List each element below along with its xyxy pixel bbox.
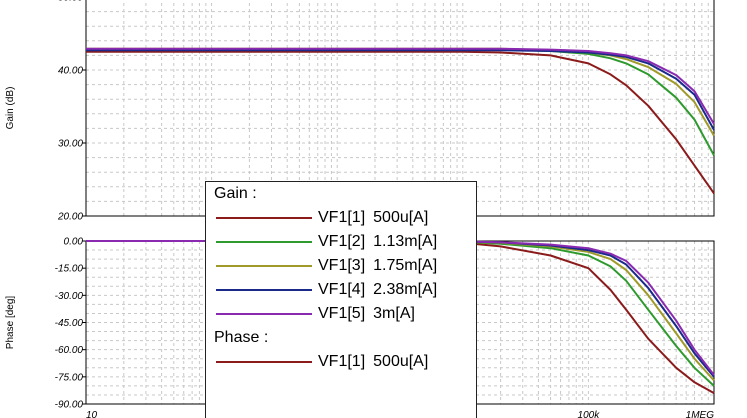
y-tick-label: -75.00 <box>55 372 84 383</box>
gain-series-line-4 <box>86 49 715 131</box>
y-tick-label: 30.00 <box>58 139 83 150</box>
gain-panel: 20.00 30.00 40.00 50.00 Gain (dB) <box>5 0 715 223</box>
y-tick-label: 20.00 <box>57 212 83 223</box>
legend-series-name: VF1[1] <box>318 353 366 370</box>
legend-series-name: VF1[4] <box>318 281 366 298</box>
legend-swatch <box>216 217 312 219</box>
legend-series-value: 500u[A] <box>373 353 429 370</box>
gain-series-line-1 <box>86 50 715 194</box>
legend-swatch <box>216 265 312 267</box>
y-tick-label: -90.00 <box>55 400 84 411</box>
y-tick-label: -45.00 <box>55 318 84 329</box>
phase-legend-item: VF1[1] 500u[A] <box>206 350 476 374</box>
legend-swatch <box>216 289 312 291</box>
y-tick-label: -30.00 <box>55 291 84 302</box>
legend-series-name: VF1[1] <box>318 209 366 226</box>
y-tick-label: -60.00 <box>55 345 84 356</box>
legend-series-name: VF1[5] <box>318 305 366 322</box>
y-tick-label: 40.00 <box>58 66 83 77</box>
legend-series-value: 1.75m[A] <box>373 257 438 274</box>
gain-legend-item: VF1[5] 3m[A] <box>206 302 476 326</box>
legend-series-name: VF1[3] <box>318 257 366 274</box>
y-tick-label: 50.00 <box>58 0 83 4</box>
x-tick-label: 10 <box>86 410 98 418</box>
y-tick-label: 0.00 <box>64 237 84 248</box>
y-tick-label: -15.00 <box>55 264 84 275</box>
legend-series-value: 500u[A] <box>373 209 429 226</box>
legend-swatch <box>216 241 312 243</box>
gain-legend-item: VF1[3] 1.75m[A] <box>206 254 476 278</box>
x-tick-label: 1MEG <box>686 410 715 418</box>
gain-series-line-2 <box>86 48 715 156</box>
legend-phase-heading: Phase : <box>214 329 269 346</box>
y-axis-title: Phase [deg] <box>5 296 16 350</box>
legend-gain-items: VF1[1] 500u[A] VF1[2] 1.13m[A] VF1[3] 1.75m[A… <box>206 206 476 326</box>
legend: Gain : VF1[1] 500u[A] VF1[2] 1.13m[A] VF1[3]… <box>205 181 477 418</box>
gain-legend-item: VF1[1] 500u[A] <box>206 206 476 230</box>
legend-swatch <box>216 361 312 363</box>
gain-series-line-5 <box>86 47 715 125</box>
x-tick-label: 100k <box>578 410 601 418</box>
legend-series-value: 3m[A] <box>373 305 415 322</box>
legend-series-name: VF1[2] <box>318 233 366 250</box>
y-axis-title: Gain (dB) <box>5 87 16 130</box>
legend-gain-heading: Gain : <box>214 185 257 202</box>
legend-swatch <box>216 313 312 315</box>
gain-legend-item: VF1[2] 1.13m[A] <box>206 230 476 254</box>
legend-phase-items: VF1[1] 500u[A] <box>206 350 476 374</box>
gain-legend-item: VF1[4] 2.38m[A] <box>206 278 476 302</box>
legend-series-value: 1.13m[A] <box>373 233 438 250</box>
legend-series-value: 2.38m[A] <box>373 281 438 298</box>
